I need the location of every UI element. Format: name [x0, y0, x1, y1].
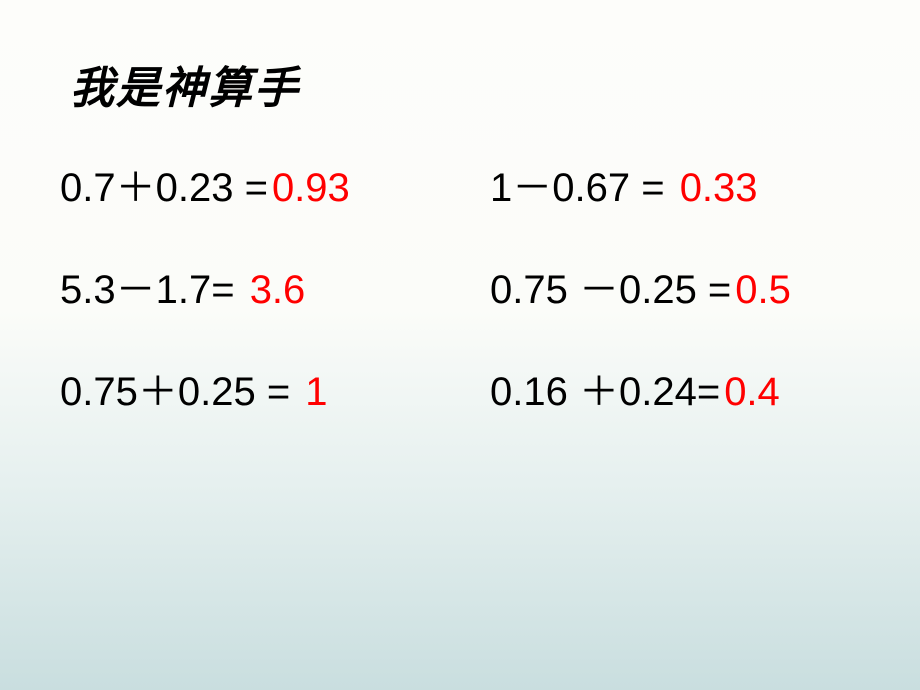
equation-answer: 1 — [305, 370, 327, 415]
equation-answer: 0.5 — [735, 268, 791, 313]
equation-row: 0.75＋0.25 = 1 0.16 ＋0.24= 0.4 — [60, 359, 880, 417]
equation-expression: 5.3－1.7= — [60, 257, 246, 315]
equation-answer: 3.6 — [250, 268, 306, 313]
equation-expression: 0.75 －0.25 = — [490, 257, 731, 315]
equation-expression: 0.7＋0.23 = — [60, 155, 268, 213]
slide-title: 我是神算手 — [70, 52, 300, 116]
equations-grid: 0.7＋0.23 = 0.93 1－0.67 = 0.33 5.3－1.7= 3… — [60, 155, 880, 461]
equation-expression: 0.75＋0.25 = — [60, 359, 301, 417]
equation-cell: 5.3－1.7= 3.6 — [60, 257, 490, 315]
equation-row: 5.3－1.7= 3.6 0.75 －0.25 = 0.5 — [60, 257, 880, 315]
equation-cell: 1－0.67 = 0.33 — [490, 155, 880, 213]
equation-cell: 0.75 －0.25 = 0.5 — [490, 257, 880, 315]
equation-row: 0.7＋0.23 = 0.93 1－0.67 = 0.33 — [60, 155, 880, 213]
equation-cell: 0.7＋0.23 = 0.93 — [60, 155, 490, 213]
equation-cell: 0.75＋0.25 = 1 — [60, 359, 490, 417]
equation-expression: 1－0.67 = — [490, 155, 676, 213]
equation-cell: 0.16 ＋0.24= 0.4 — [490, 359, 880, 417]
equation-answer: 0.93 — [272, 166, 350, 211]
equation-answer: 0.33 — [680, 166, 758, 211]
equation-answer: 0.4 — [724, 370, 780, 415]
equation-expression: 0.16 ＋0.24= — [490, 359, 720, 417]
